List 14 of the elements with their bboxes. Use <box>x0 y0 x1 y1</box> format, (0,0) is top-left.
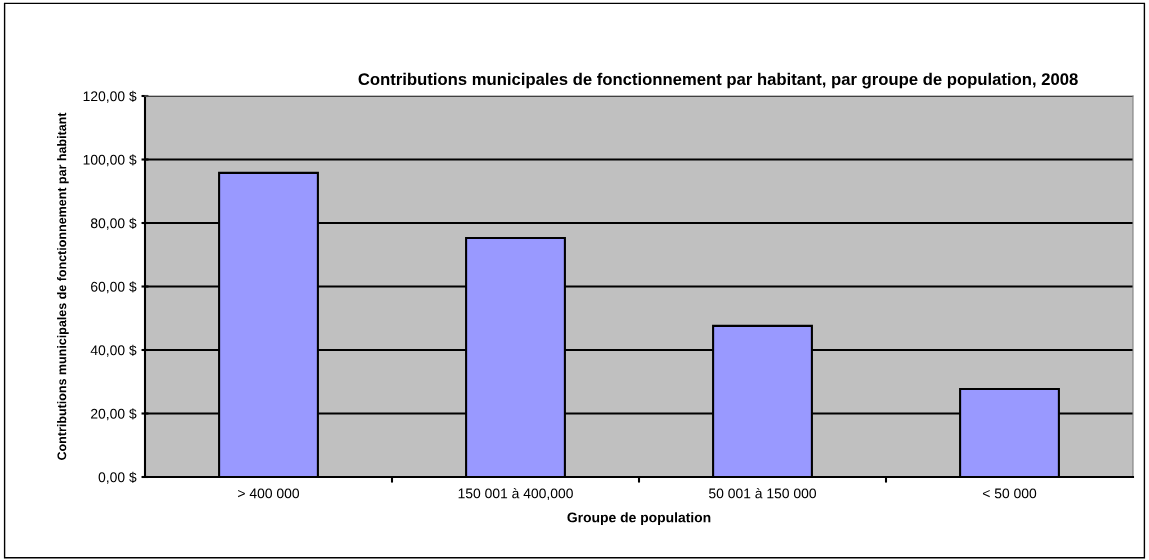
x-tick-label: > 400 000 <box>238 488 300 499</box>
chart-title: Contributions municipales de fonctionnement par habitant, par groupe de population, 2008 <box>358 72 1078 89</box>
y-tick-label: 100,00 $ <box>83 154 137 167</box>
x-tick-label: 50 001 à 150 000 <box>709 487 817 499</box>
y-tick-label: 0,00 $ <box>98 471 137 484</box>
x-tick-label: < 50 000 <box>982 488 1037 499</box>
y-axis-title: Contributions municipales de fonctionnement par habitant <box>57 112 69 460</box>
y-tick-label: 120,00 $ <box>83 90 137 103</box>
y-tick-label: 60,00 $ <box>91 281 137 294</box>
y-tick-label: 20,00 $ <box>91 408 137 421</box>
y-tick-label: 40,00 $ <box>90 344 137 357</box>
x-axis-title: Groupe de population <box>567 512 711 526</box>
x-tick-label: 150 001 à 400,000 <box>458 487 573 500</box>
y-tick-label: 80,00 $ <box>90 217 137 230</box>
